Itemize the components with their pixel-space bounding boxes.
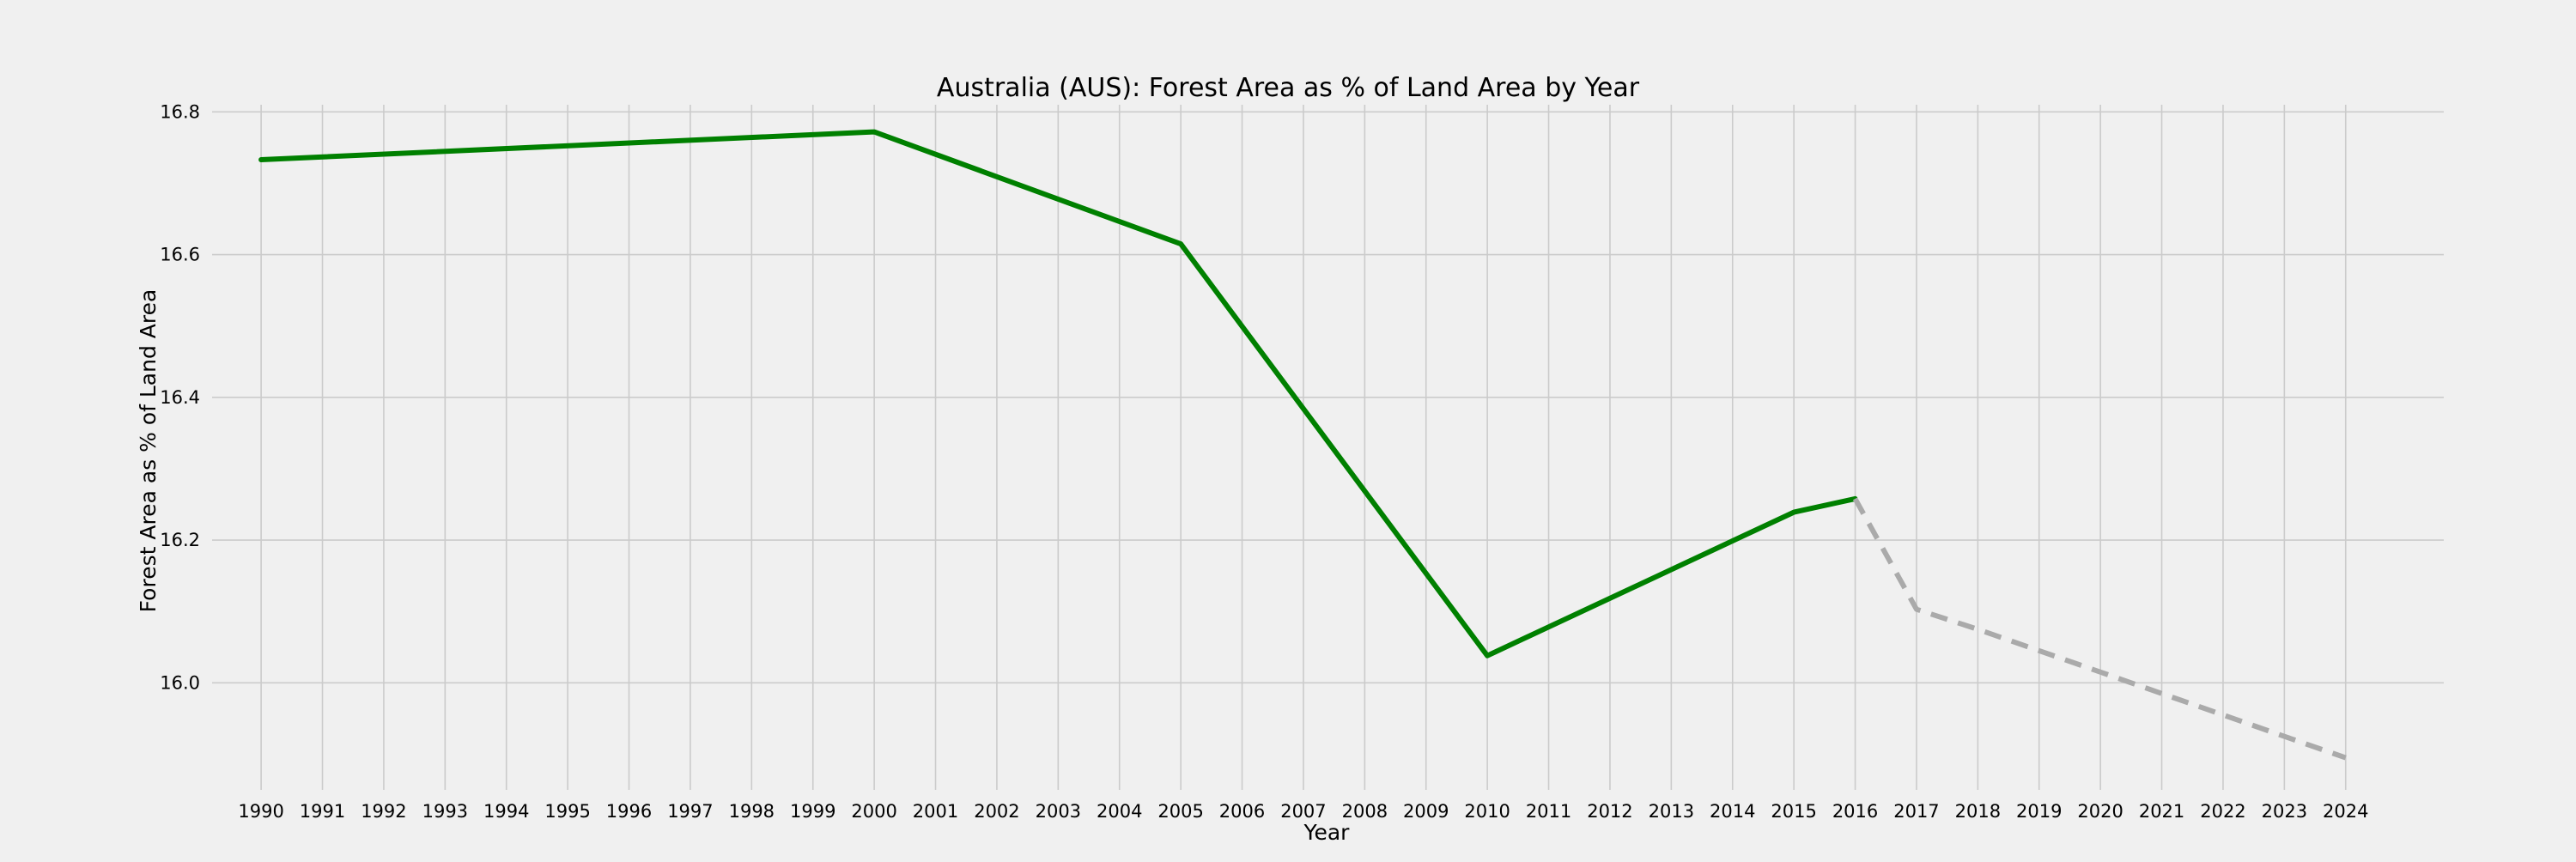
x-tick-label: 2014: [1710, 801, 1755, 822]
y-axis-title: Forest Area as % of Land Area: [136, 289, 161, 613]
x-tick-label: 2008: [1342, 801, 1388, 822]
x-tick-label: 2015: [1771, 801, 1816, 822]
x-tick-label: 2016: [1832, 801, 1878, 822]
x-axis-title: Year: [1303, 820, 1351, 845]
x-tick-label: 1994: [483, 801, 529, 822]
x-tick-label: 1997: [667, 801, 713, 822]
x-tick-label: 1996: [606, 801, 652, 822]
y-tick-label: 16.6: [160, 245, 200, 265]
y-tick-label: 16.8: [160, 101, 200, 122]
x-tick-label: 1999: [790, 801, 835, 822]
x-tick-label: 2017: [1893, 801, 1939, 822]
x-tick-label: 2019: [2016, 801, 2062, 822]
x-tick-label: 1993: [422, 801, 468, 822]
x-axis-tick-labels: 1990 1991 1992 1993 1994 1995 1996 1997 1998 1999…: [238, 801, 2368, 822]
y-tick-label: 16.4: [160, 387, 200, 408]
x-tick-label: 2011: [1526, 801, 1571, 822]
x-tick-label: 1995: [544, 801, 590, 822]
y-tick-label: 16.0: [160, 672, 200, 693]
x-tick-label: 2004: [1097, 801, 1142, 822]
x-tick-label: 1998: [729, 801, 775, 822]
y-tick-label: 16.2: [160, 530, 200, 550]
projected-series-line: [1852, 497, 2347, 761]
x-tick-label: 2002: [974, 801, 1019, 822]
x-tick-label: 2023: [2262, 801, 2307, 822]
x-tick-label: 2018: [1955, 801, 2001, 822]
x-tick-label: 2003: [1036, 801, 1081, 822]
x-tick-label: 2012: [1587, 801, 1632, 822]
x-tick-label: 2000: [851, 801, 896, 822]
x-tick-label: 1992: [361, 801, 406, 822]
x-tick-label: 2001: [913, 801, 958, 822]
x-tick-label: 1990: [238, 801, 283, 822]
grid-lines: [212, 105, 2444, 790]
actual-series-line: [258, 129, 1858, 659]
y-axis-tick-labels: 16.0 16.2 16.4 16.6 16.8: [160, 101, 200, 693]
x-tick-label: 2022: [2200, 801, 2245, 822]
x-tick-label: 2024: [2323, 801, 2368, 822]
x-tick-label: 1991: [300, 801, 345, 822]
chart-title: Australia (AUS): Forest Area as % of Lan…: [937, 73, 1640, 103]
x-tick-label: 2021: [2139, 801, 2184, 822]
x-tick-label: 2020: [2077, 801, 2123, 822]
x-tick-label: 2005: [1157, 801, 1203, 822]
x-tick-label: 2009: [1403, 801, 1449, 822]
x-tick-label: 2006: [1219, 801, 1265, 822]
x-tick-label: 2013: [1649, 801, 1694, 822]
x-tick-label: 2010: [1464, 801, 1510, 822]
series-lines: [258, 129, 2347, 761]
x-tick-label: 2007: [1280, 801, 1326, 822]
